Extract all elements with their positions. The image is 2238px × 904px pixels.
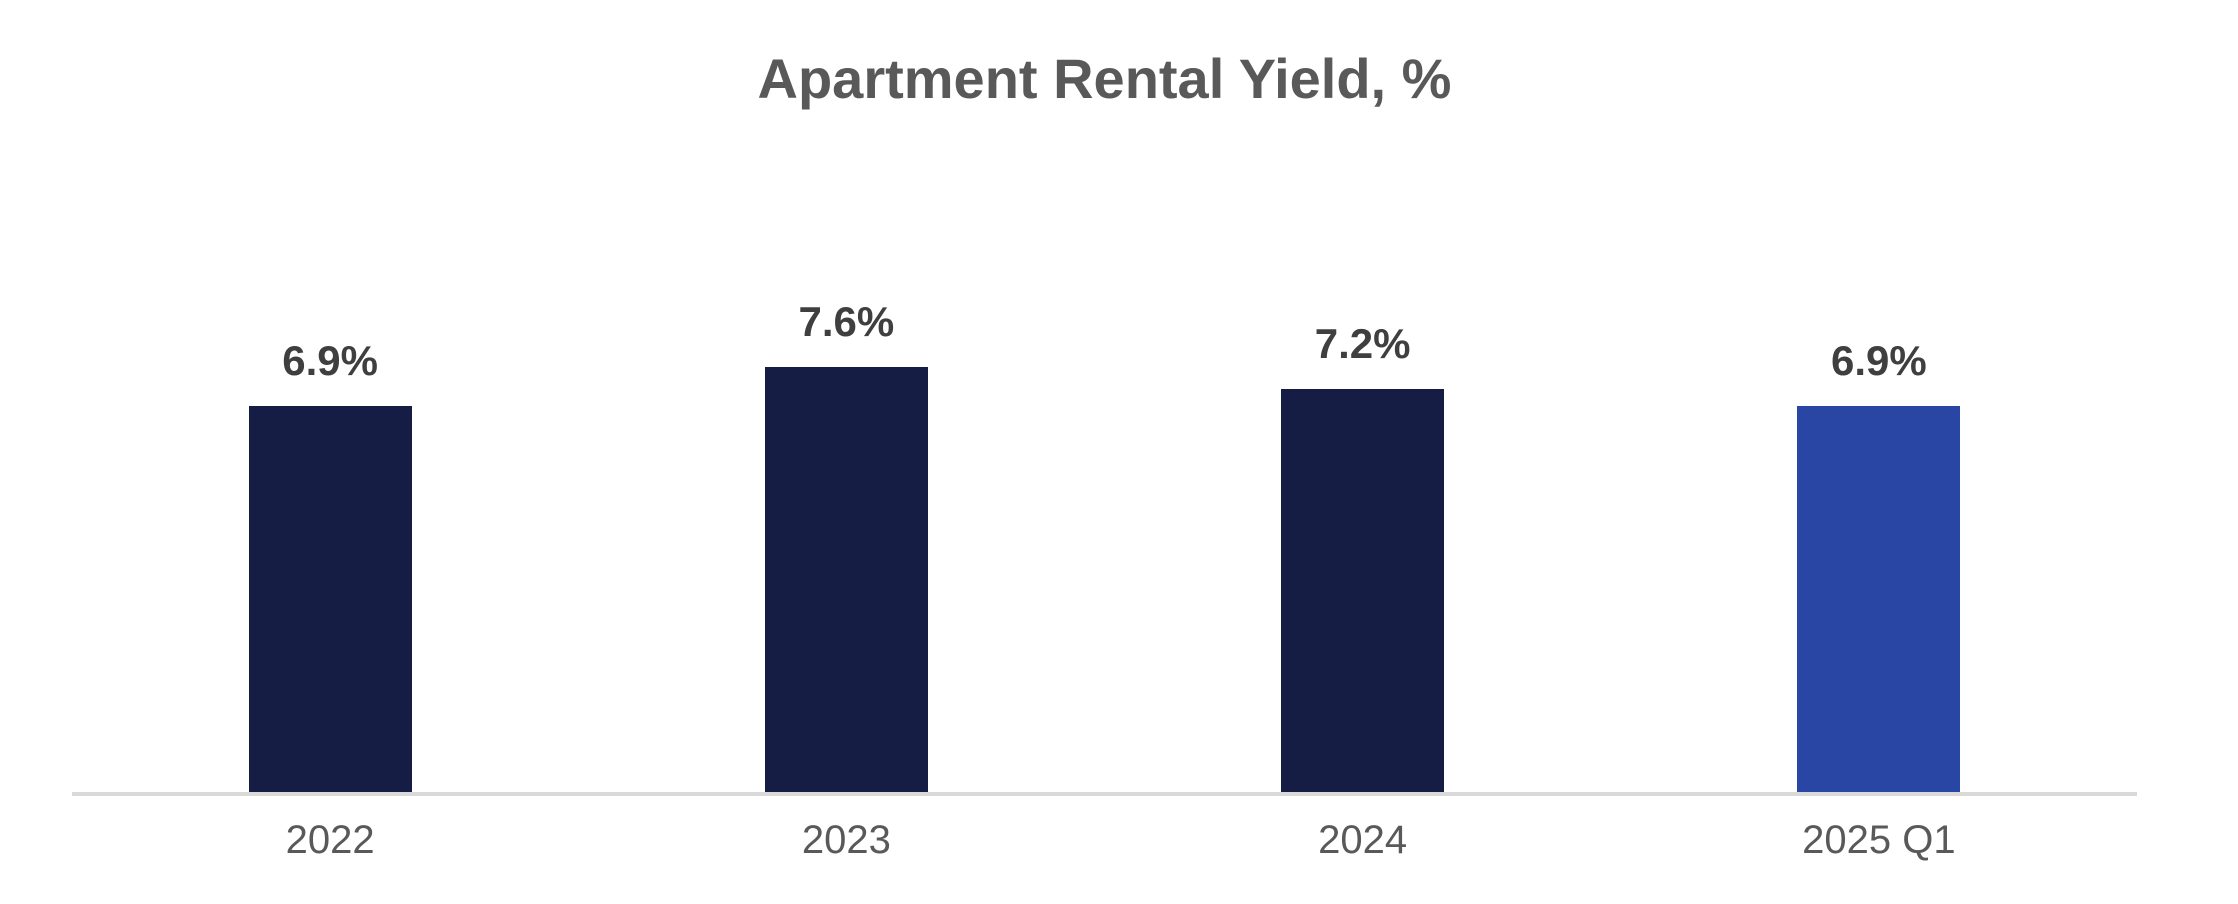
data-label-2025-q1: 6.9% [1831, 337, 1927, 384]
data-label-2022: 6.9% [282, 337, 378, 384]
bar-group-2023: 7.6% [588, 0, 1104, 794]
data-label-2024: 7.2% [1314, 320, 1411, 367]
bar-group-2025-q1: 6.9% [1621, 0, 2137, 794]
plot-area: 6.9% 7.6% 7.2% 6.9% [72, 0, 2137, 794]
bar-2022 [248, 406, 412, 794]
x-axis-line [72, 792, 2137, 796]
x-tick-2024: 2024 [1318, 818, 1408, 862]
x-tick-2022: 2022 [285, 818, 375, 862]
bar-group-2022: 6.9% [72, 0, 588, 794]
data-label-2023: 7.6% [798, 298, 895, 345]
chart-title: Apartment Rental Yield, % [757, 47, 1452, 110]
x-axis-labels: 2022 2023 2024 2025 Q1 [72, 820, 2137, 860]
bar-2024 [1281, 389, 1445, 794]
bar-2023 [764, 367, 928, 794]
bar-2025-q1 [1797, 406, 1961, 794]
bar-group-2024: 7.2% [1105, 0, 1621, 794]
x-tick-2023: 2023 [801, 818, 891, 862]
x-tick-2025-q1: 2025 Q1 [1802, 818, 1956, 862]
